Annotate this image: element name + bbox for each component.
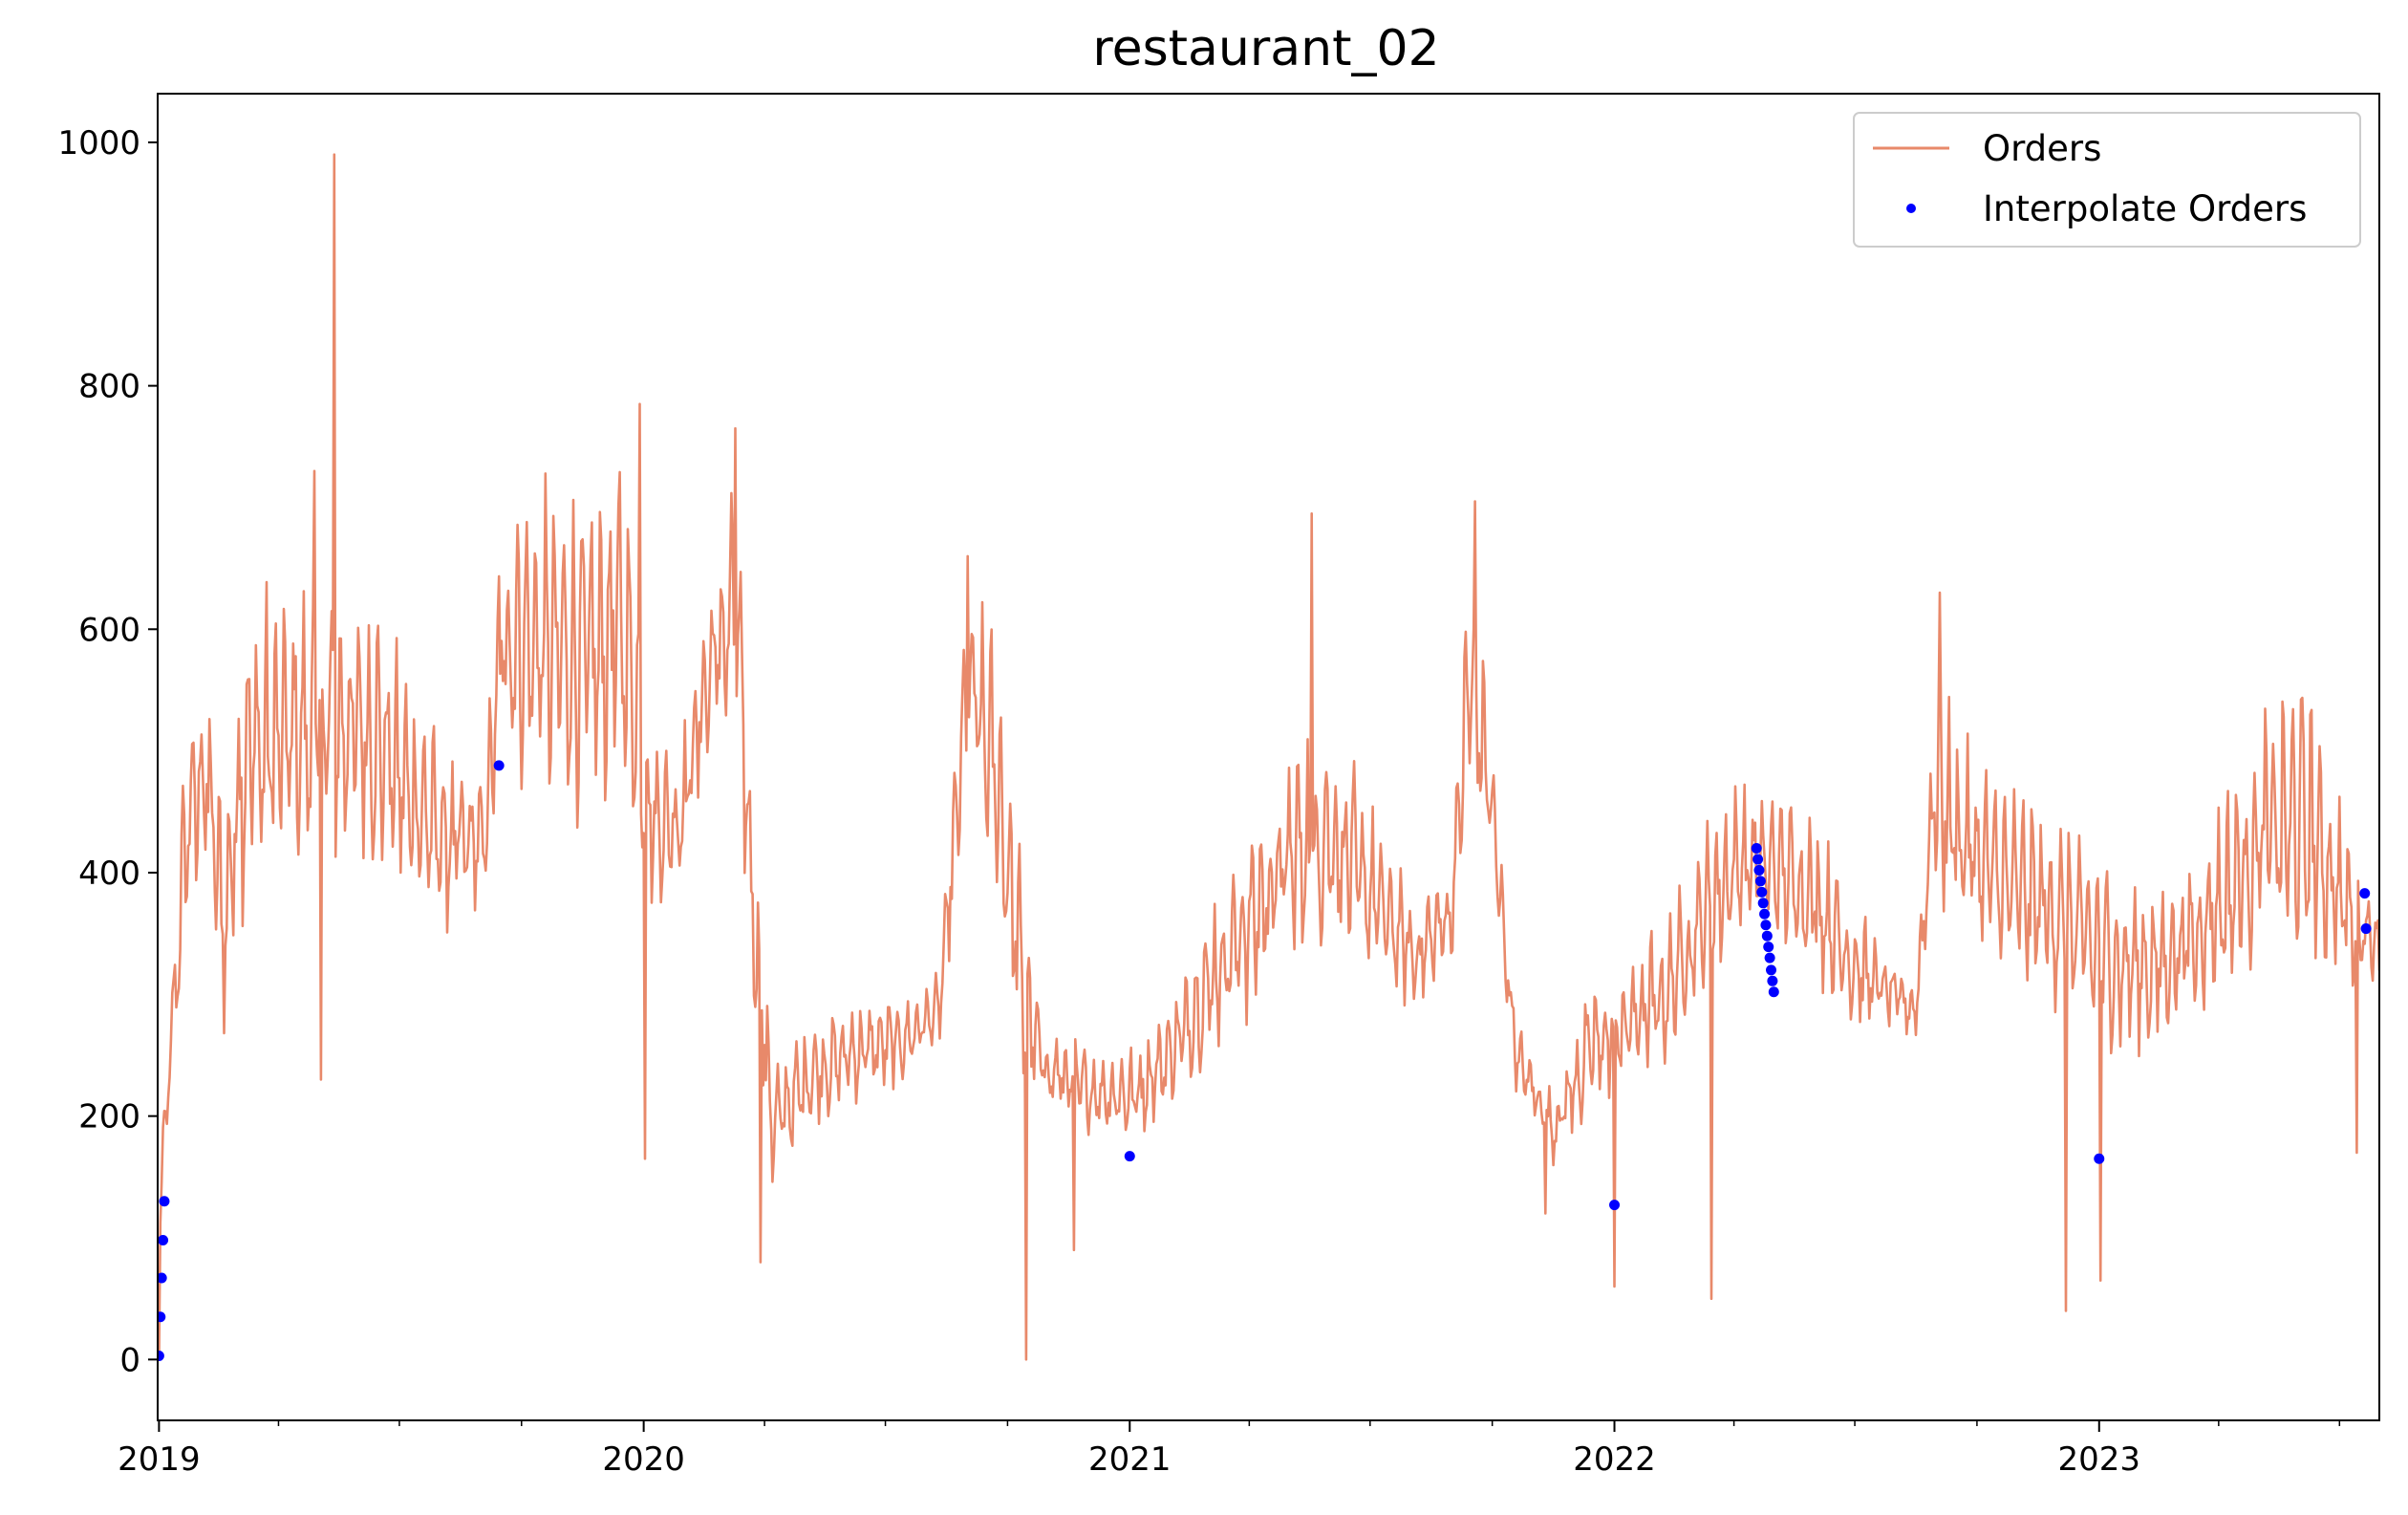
interpolate-point-21	[1768, 986, 1779, 998]
y-tick-label-0: 0	[119, 1341, 140, 1379]
legend-box	[1853, 112, 2361, 248]
interpolate-point-9	[1752, 854, 1764, 865]
chart-title: restaurant_02	[1092, 20, 1439, 77]
x-tick-label-2019: 2019	[118, 1440, 201, 1479]
interpolate-point-8	[1751, 843, 1762, 855]
x-tick-label-2023: 2023	[2058, 1440, 2141, 1479]
interpolate-point-16	[1761, 930, 1773, 941]
interpolate-point-11	[1754, 876, 1766, 887]
orders-series	[158, 153, 2379, 1361]
plot-frame	[157, 93, 2380, 1421]
interpolate-point-17	[1763, 941, 1774, 953]
interpolate-point-13	[1757, 898, 1769, 909]
y-tick-label-1000: 1000	[57, 124, 140, 162]
interpolate-point-4	[159, 1196, 170, 1207]
interpolate-point-18	[1764, 952, 1775, 963]
legend-interpolate-label: Interpolate Orders	[1983, 188, 2307, 229]
interpolate-point-6	[1124, 1151, 1135, 1162]
interpolate-orders-series	[158, 760, 2372, 1362]
interpolate-point-0	[158, 1351, 164, 1362]
interpolate-point-19	[1766, 964, 1777, 976]
interpolate-point-15	[1760, 920, 1772, 931]
interpolate-point-20	[1767, 975, 1778, 986]
interpolate-point-22	[2094, 1153, 2105, 1164]
interpolate-point-1	[158, 1311, 166, 1323]
plot-area	[158, 153, 2379, 1362]
y-tick-label-200: 200	[78, 1098, 140, 1136]
x-tick-label-2022: 2022	[1573, 1440, 1656, 1479]
orders-line	[158, 153, 2379, 1361]
legend-orders-label: Orders	[1983, 128, 2101, 169]
interpolate-point-24	[2360, 923, 2372, 935]
y-tick-label-800: 800	[78, 368, 140, 406]
interpolate-point-7	[1609, 1200, 1621, 1211]
x-tick-label-2020: 2020	[602, 1440, 685, 1479]
x-tick-label-2021: 2021	[1088, 1440, 1172, 1479]
axes: 0 200 400 600 800 1000 2019 2020 2021 2022 2023	[57, 124, 2341, 1479]
legend-interpolate-swatch	[1906, 204, 1916, 213]
y-tick-label-400: 400	[78, 855, 140, 893]
interpolate-point-12	[1756, 886, 1768, 898]
y-tick-label-600: 600	[78, 611, 140, 649]
interpolate-point-23	[2359, 888, 2371, 899]
interpolate-point-3	[158, 1235, 169, 1246]
interpolate-point-5	[493, 760, 505, 771]
interpolate-point-2	[158, 1272, 167, 1284]
legend: Orders Interpolate Orders	[1853, 112, 2361, 248]
interpolate-point-14	[1759, 908, 1771, 920]
interpolate-point-10	[1753, 864, 1765, 876]
